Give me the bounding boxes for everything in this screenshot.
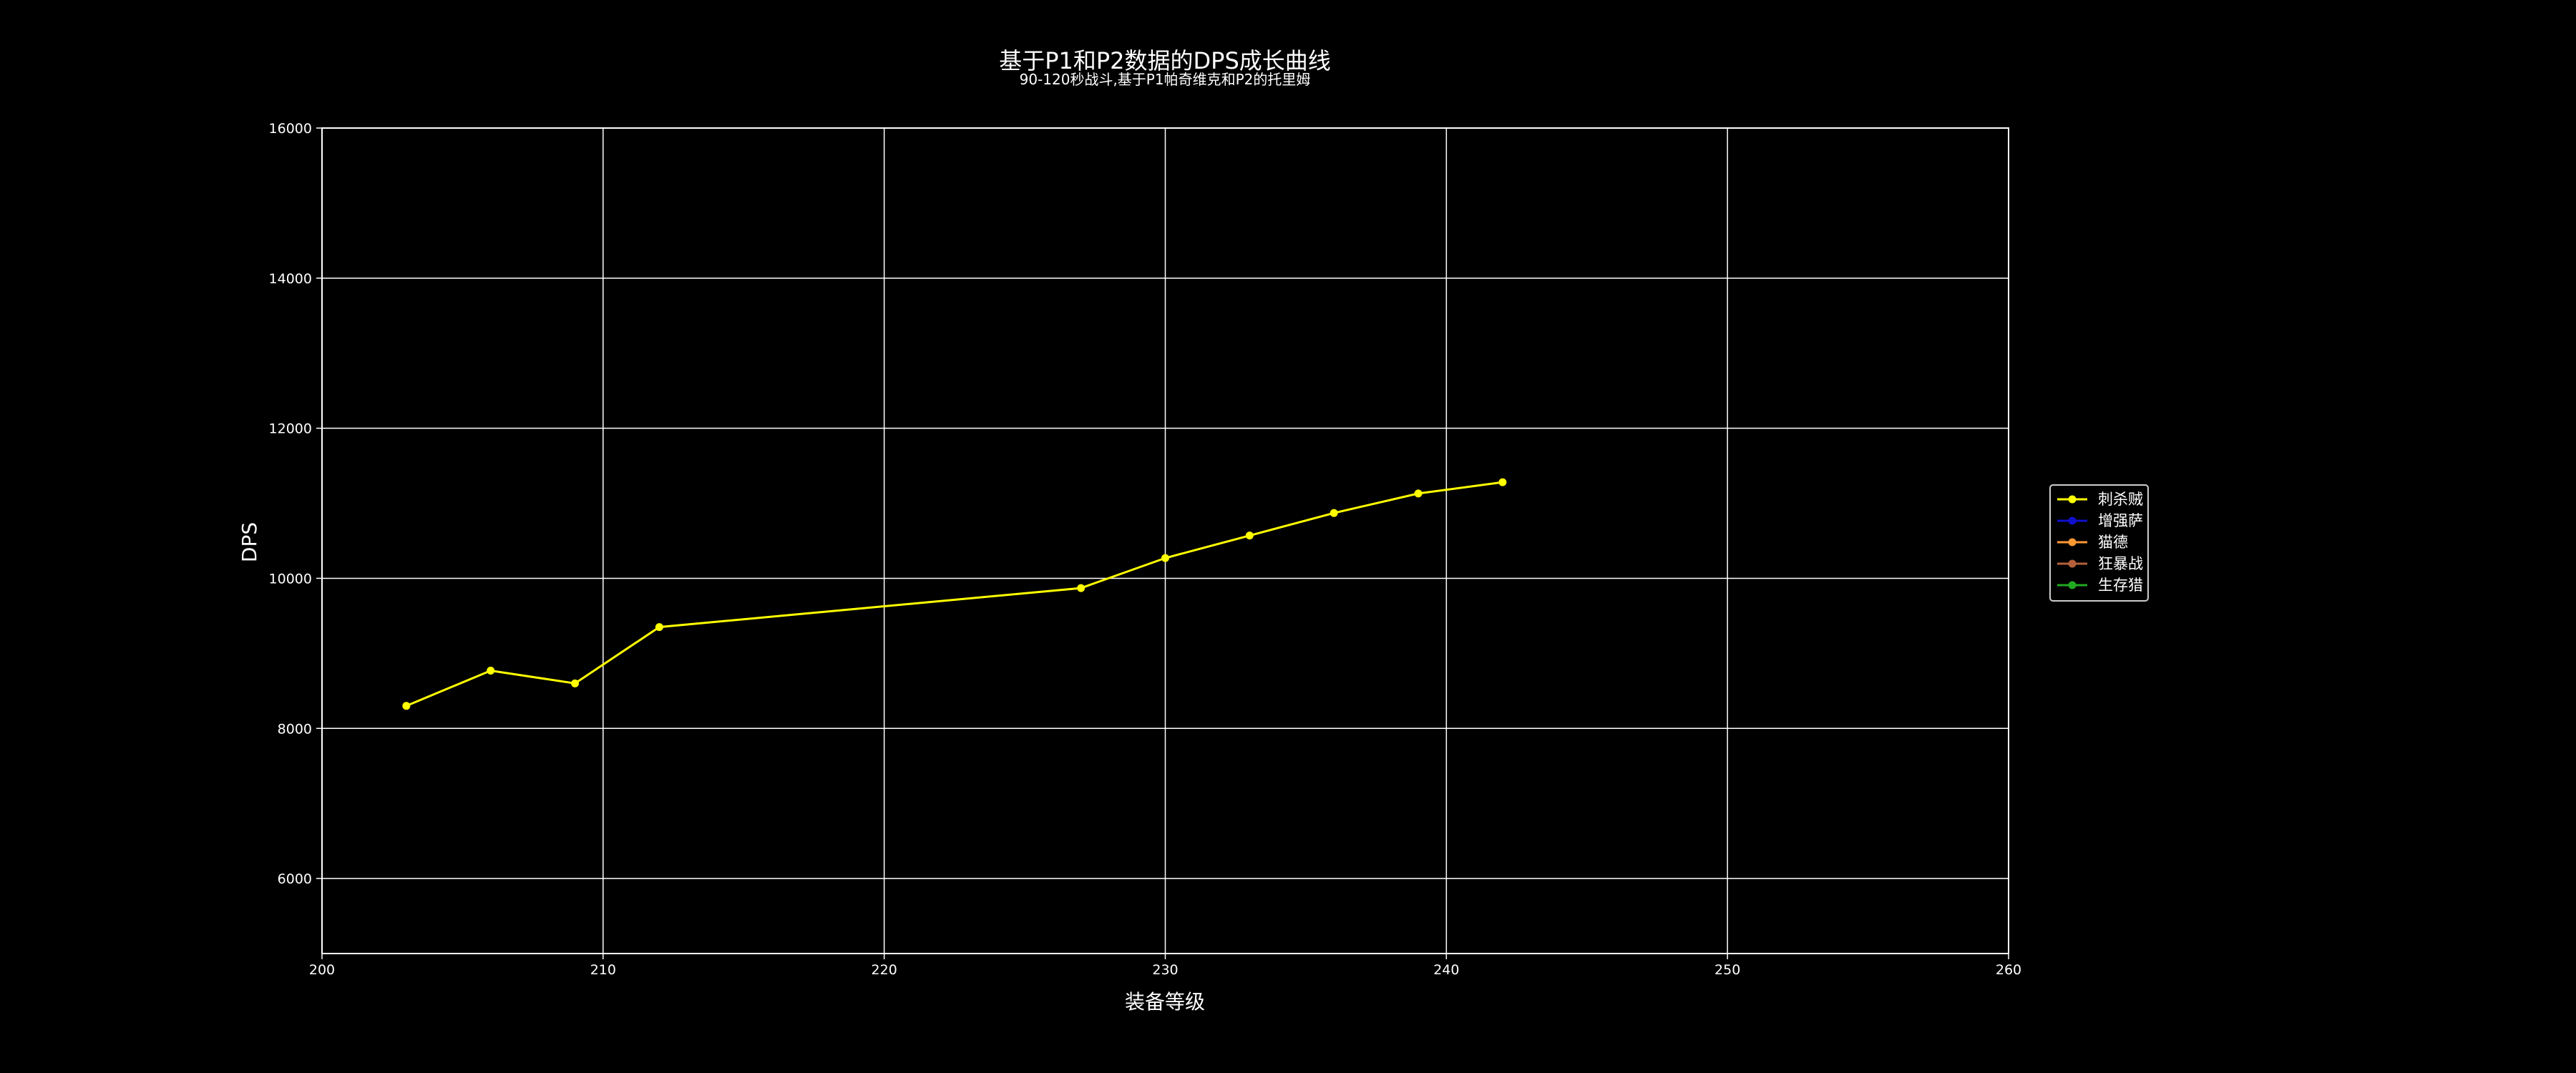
- data-point: [487, 666, 495, 675]
- legend-entry: 猫德: [2057, 534, 2128, 551]
- y-tick-label: 14000: [269, 271, 312, 287]
- legend-entry: 狂暴战: [2057, 555, 2143, 572]
- series: [402, 478, 1507, 710]
- legend-marker: [2068, 581, 2077, 589]
- data-point: [1498, 478, 1507, 486]
- x-tick-label: 240: [1433, 962, 1459, 978]
- x-tick-label: 250: [1714, 962, 1740, 978]
- y-axis-label: DPS: [238, 522, 261, 562]
- x-tick-label: 220: [872, 962, 897, 978]
- legend-entry: 生存猎: [2057, 577, 2143, 594]
- legend-marker: [2068, 559, 2077, 568]
- data-point: [571, 679, 580, 687]
- legend-label: 增强萨: [2098, 512, 2143, 529]
- legend-marker: [2068, 538, 2077, 547]
- data-point: [1330, 509, 1338, 517]
- y-tick-label: 16000: [269, 121, 312, 137]
- x-tick-label: 200: [309, 962, 335, 978]
- legend-marker: [2068, 495, 2077, 504]
- x-tick-label: 210: [590, 962, 616, 978]
- data-point: [655, 623, 663, 632]
- data-point: [402, 702, 411, 710]
- grid: [322, 128, 2009, 954]
- legend-label: 猫德: [2098, 534, 2128, 551]
- chart-subtitle: 90-120秒战斗,基于P1帕奇维克和P2的托里姆: [1020, 71, 1311, 88]
- legend-label: 刺杀贼: [2098, 491, 2143, 508]
- data-point: [1245, 531, 1254, 540]
- data-point: [1077, 584, 1085, 592]
- y-tick-label: 6000: [278, 871, 312, 887]
- y-tick-label: 10000: [269, 571, 312, 587]
- series-line: [406, 481, 1503, 707]
- x-axis-label: 装备等级: [1125, 990, 1205, 1014]
- y-tick-label: 12000: [269, 421, 312, 437]
- y-axis: 6000 8000 10000 12000 14000 16000: [269, 121, 322, 887]
- legend-entry: 刺杀贼: [2057, 491, 2143, 508]
- legend-marker: [2068, 516, 2077, 525]
- x-axis: 200 210 220 230 240 250 260: [309, 954, 2021, 978]
- chart-title: 基于P1和P2数据的DPS成长曲线: [999, 47, 1331, 74]
- data-point: [1414, 489, 1423, 498]
- x-tick-label: 230: [1152, 962, 1178, 978]
- series-1: [402, 478, 1507, 710]
- y-tick-label: 8000: [278, 721, 312, 737]
- x-tick-label: 260: [1996, 962, 2021, 978]
- legend-label: 狂暴战: [2098, 555, 2143, 572]
- legend-box: [2049, 484, 2149, 602]
- legend-label: 生存猎: [2098, 577, 2143, 594]
- legend-entry: 增强萨: [2057, 512, 2143, 529]
- data-point: [1161, 554, 1169, 562]
